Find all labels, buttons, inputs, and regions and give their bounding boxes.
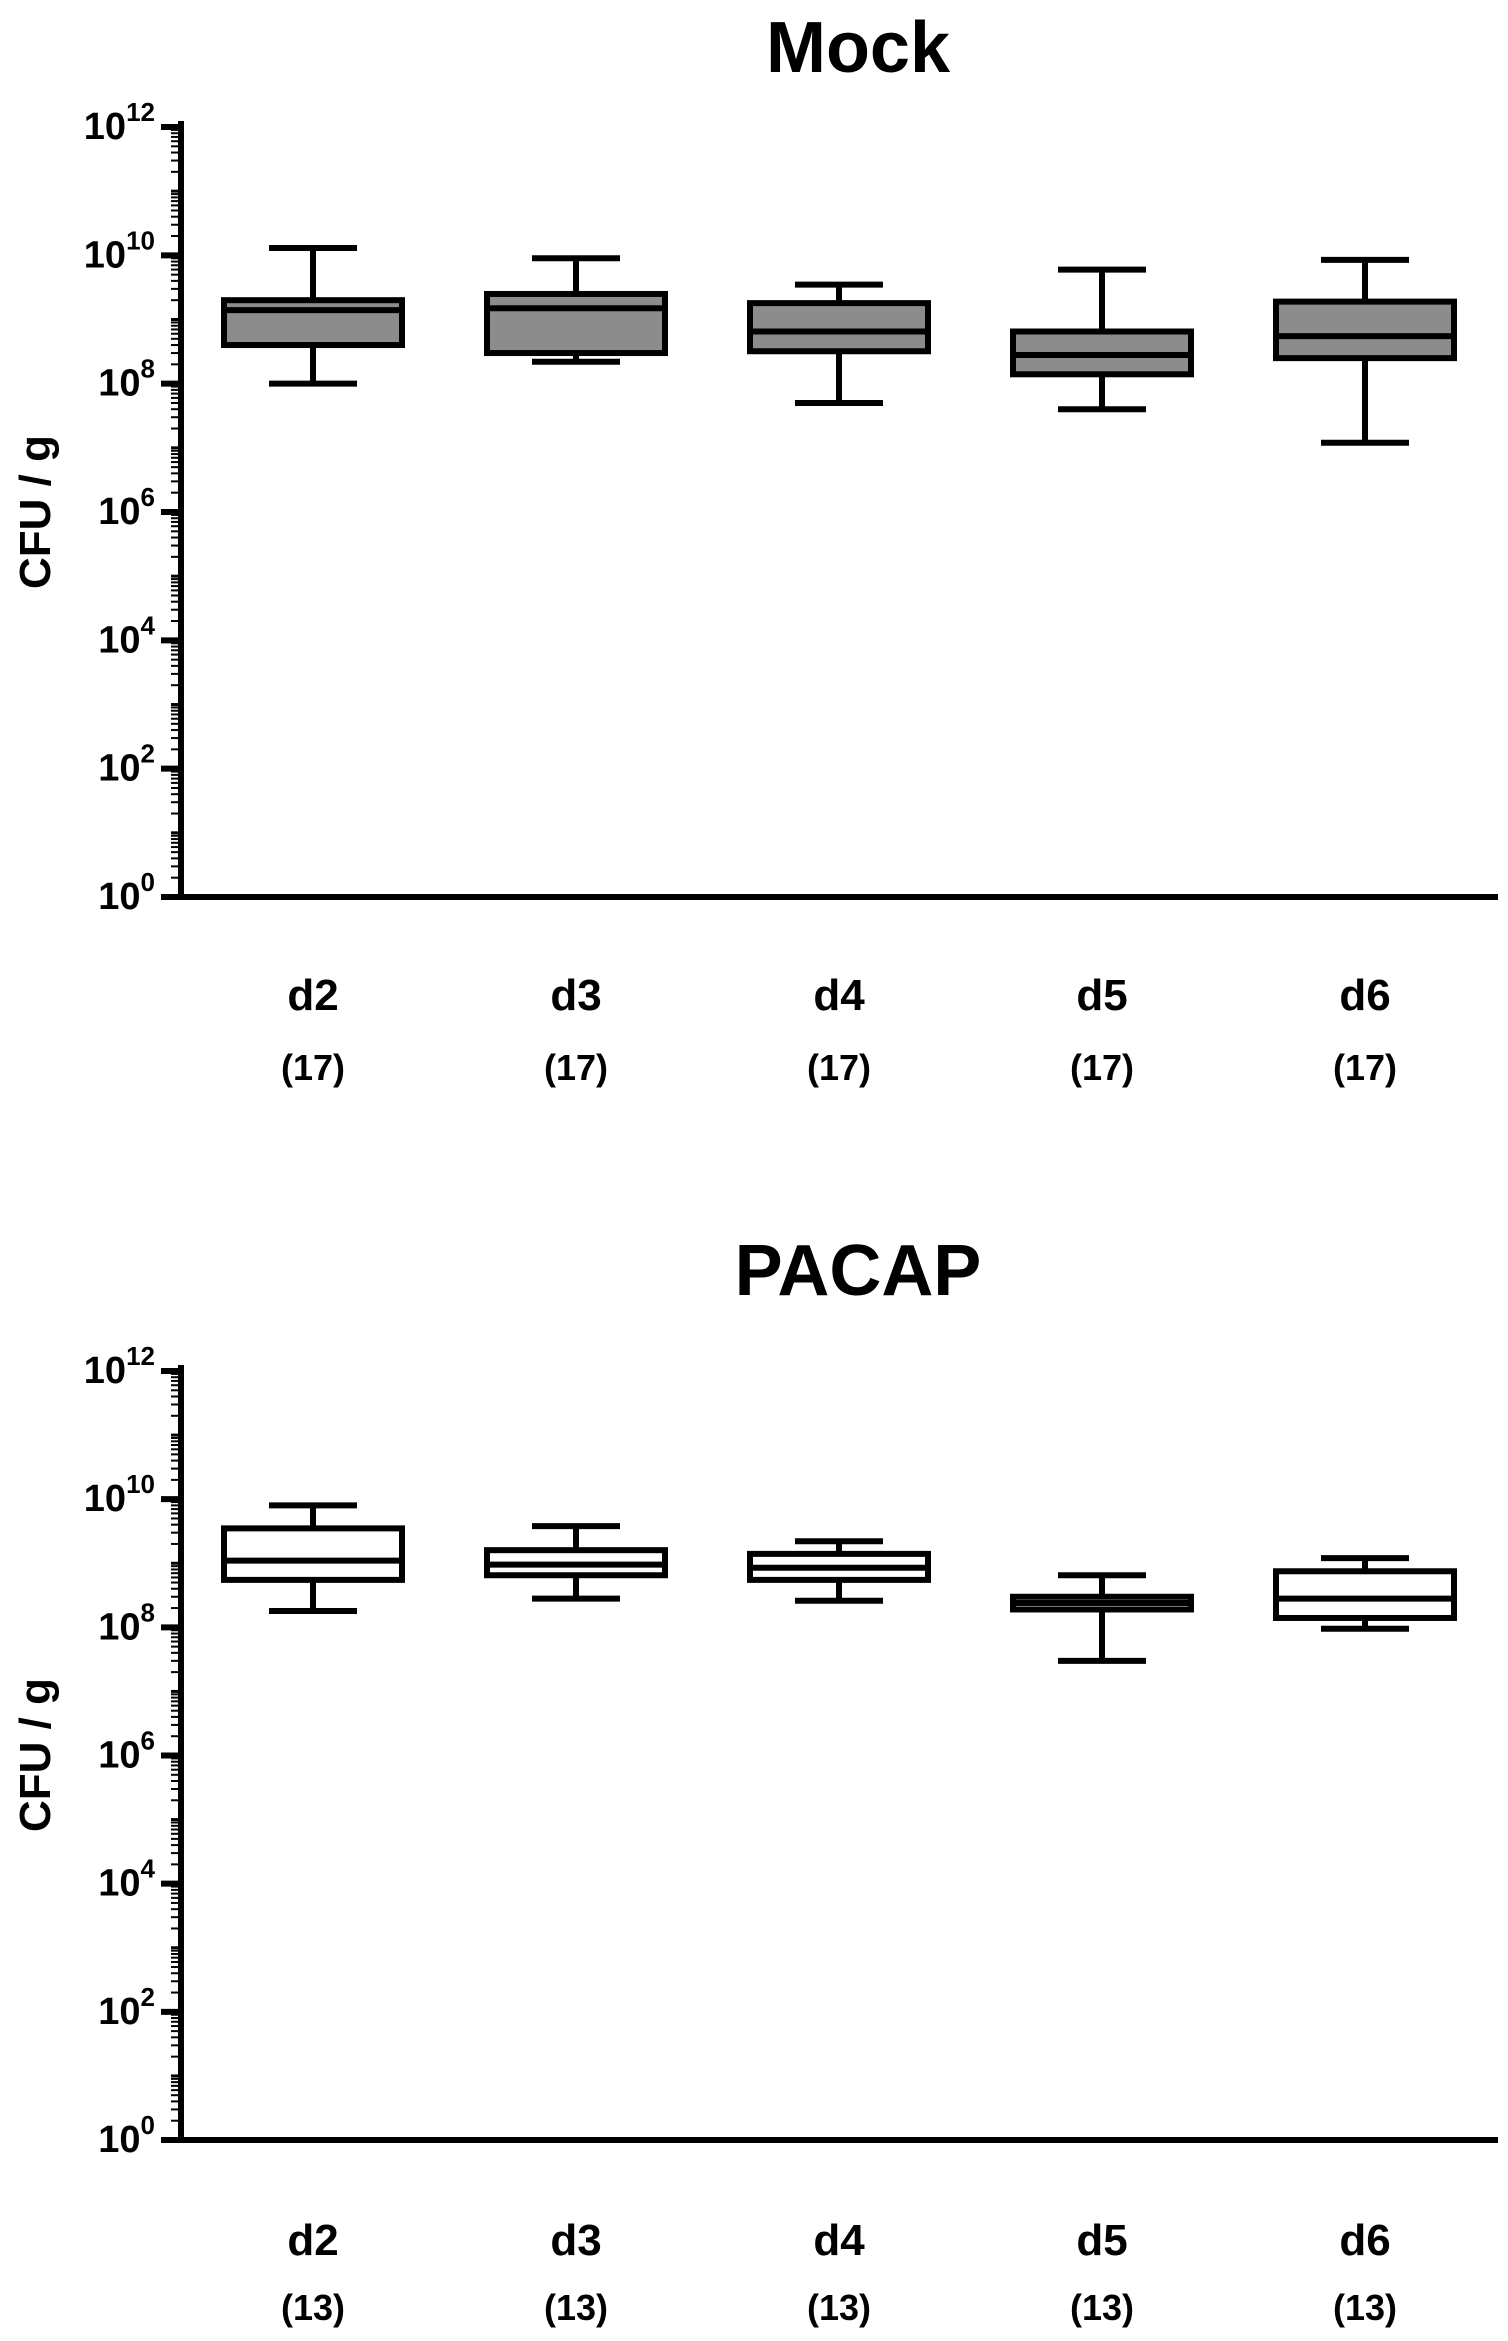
pacap-panel: PACAP CFU / g 100 102 104 106 108 1010 1012 d2 (13… [11,1231,1498,2328]
mock-sample-count: (17) [1333,1047,1397,1088]
pacap-y-tick-label: 102 [98,1982,155,2033]
mock-y-tick-label: 108 [98,354,155,405]
pacap-sample-count: (13) [281,2287,345,2328]
pacap-y-tick-label: 100 [98,2110,155,2161]
mock-box-d3 [484,255,668,365]
mock-y-tick-label: 106 [98,482,155,533]
mock-x-tick-label: d6 [1339,971,1390,1020]
iqr-box [1273,1568,1457,1621]
mock-sample-count: (17) [807,1047,871,1088]
pacap-y-tick-label: 1012 [84,1341,155,1392]
pacap-x-tick-label: d6 [1339,2216,1390,2265]
iqr-box [1273,298,1457,362]
mock-y-tick-label: 100 [98,867,155,918]
pacap-box-d6 [1273,1555,1457,1632]
pacap-x-tick-label: d2 [287,2216,338,2265]
pacap-sample-count: (13) [1333,2287,1397,2328]
mock-x-tick-label: d2 [287,971,338,1020]
mock-chart-title: Mock [766,8,951,88]
mock-panel: Mock CFU / g 100 102 104 106 108 1010 1012 d2 (17)… [11,8,1498,1088]
iqr-box [221,297,405,349]
pacap-y-tick-label: 104 [98,1854,155,1905]
pacap-y-tick-label: 1010 [84,1469,155,1520]
mock-sample-count: (17) [281,1047,345,1088]
pacap-y-tick-label: 106 [98,1726,155,1777]
iqr-box [747,300,931,355]
pacap-chart-title: PACAP [735,1231,982,1311]
pacap-sample-count: (13) [1070,2287,1134,2328]
iqr-box [221,1525,405,1583]
mock-x-tick-label: d4 [813,971,865,1020]
iqr-box [484,290,668,357]
mock-y-tick-label: 1012 [84,97,155,148]
pacap-sample-count: (13) [544,2287,608,2328]
mock-y-tick-label: 104 [98,610,155,661]
pacap-x-tick-label: d4 [813,2216,865,2265]
mock-y-tick-label: 1010 [84,225,155,276]
mock-sample-count: (17) [544,1047,608,1088]
pacap-sample-count: (13) [807,2287,871,2328]
pacap-box-d3 [484,1523,668,1602]
pacap-box-d4 [747,1538,931,1604]
mock-sample-count: (17) [1070,1047,1134,1088]
mock-box-d5 [1010,266,1194,413]
pacap-box-d2 [221,1502,405,1614]
pacap-x-tick-label: d5 [1076,2216,1127,2265]
mock-box-d4 [747,281,931,406]
pacap-box-d5 [1010,1572,1194,1664]
pacap-x-tick-label: d3 [550,2216,601,2265]
mock-y-tick-label: 102 [98,739,155,790]
mock-y-axis-label: CFU / g [11,435,60,589]
pacap-y-tick-label: 108 [98,1597,155,1648]
mock-box-d2 [221,245,405,387]
mock-x-tick-label: d5 [1076,971,1127,1020]
mock-box-d6 [1273,256,1457,446]
mock-x-tick-label: d3 [550,971,601,1020]
pacap-y-axis-label: CFU / g [11,1678,60,1832]
